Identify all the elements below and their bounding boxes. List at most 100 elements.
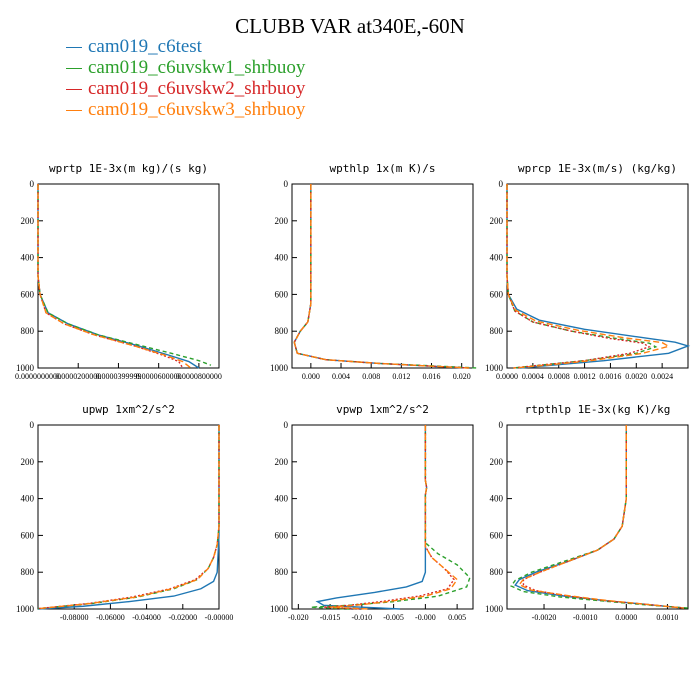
y-tick-label: 800 (490, 326, 504, 336)
series-line (293, 184, 470, 369)
x-tick-label: 0.012 (392, 372, 410, 381)
y-tick-label: 400 (490, 494, 504, 504)
x-tick-label: 0.000 (302, 372, 320, 381)
x-tick-label: -0.04000 (132, 613, 161, 622)
chart-panel: wprcp 1E-3x(m/s) (kg/kg) 0 200 400 600 800 100… (485, 162, 691, 381)
x-tick-label: 0.005 (448, 613, 466, 622)
y-tick-label: 1000 (270, 604, 289, 614)
legend-label: cam019_c6uvskw3_shrbuoy (88, 99, 306, 120)
y-tick-label: 0 (284, 420, 289, 430)
series-line (37, 184, 192, 369)
legend-line (66, 89, 82, 90)
plot-frame (506, 424, 689, 610)
y-tick-label: 800 (21, 326, 35, 336)
x-tick-label: -0.000 (415, 613, 436, 622)
y-tick-label: 1000 (270, 363, 289, 373)
x-tick-label: 0.004 (332, 372, 350, 381)
x-tick-label: -0.0010 (573, 613, 598, 622)
chart-title: rtpthlp 1E-3x(kg K)/kg (525, 403, 671, 416)
x-tick-label: -0.0020 (532, 613, 557, 622)
x-tick-label: 0.0010 (656, 613, 678, 622)
chart-panel: wprtp 1E-3x(m kg)/(s kg) 0 200 400 600 800 100… (15, 162, 222, 381)
y-tick-label: 600 (21, 530, 35, 540)
y-tick-label: 200 (490, 457, 504, 467)
y-tick-label: 600 (275, 530, 289, 540)
x-tick-label: 0.0004 (522, 372, 544, 381)
x-tick-label: 0.0020 (625, 372, 647, 381)
y-tick-label: 400 (490, 253, 504, 263)
y-tick-label: 400 (275, 253, 289, 263)
legend-label: cam019_c6test (88, 36, 202, 57)
series-line (506, 184, 651, 369)
y-tick-label: 0 (30, 179, 35, 189)
series-line (37, 425, 220, 610)
x-tick-label: 0.016 (423, 372, 441, 381)
series-line (315, 425, 428, 610)
x-tick-label: -0.010 (352, 613, 373, 622)
y-tick-label: 200 (275, 216, 289, 226)
y-tick-label: 0 (499, 420, 504, 430)
x-tick-label: 0.0000600000 (136, 372, 182, 381)
y-tick-label: 0 (284, 179, 289, 189)
x-tick-label: -0.02000 (168, 613, 197, 622)
series-line (514, 425, 684, 609)
x-tick-label: 0.0008 (548, 372, 570, 381)
y-tick-label: 1000 (16, 604, 35, 614)
series-line (506, 184, 671, 369)
series-line (293, 184, 470, 369)
series-line (522, 425, 684, 609)
x-tick-label: 0.0000000000 (15, 372, 61, 381)
y-tick-label: 1000 (16, 363, 35, 373)
x-tick-label: 0.0016 (599, 372, 621, 381)
y-tick-label: 800 (21, 567, 35, 577)
x-tick-label: 0.0012 (574, 372, 596, 381)
y-tick-label: 600 (275, 289, 289, 299)
x-tick-label: -0.08000 (60, 613, 89, 622)
x-tick-label: 0.020 (453, 372, 471, 381)
y-tick-label: 1000 (485, 363, 504, 373)
x-tick-label: -0.00000 (205, 613, 234, 622)
series-line (506, 184, 691, 369)
plot-frame (291, 183, 474, 369)
y-tick-label: 200 (275, 457, 289, 467)
y-tick-label: 200 (21, 457, 35, 467)
y-tick-label: 1000 (485, 604, 504, 614)
y-tick-label: 0 (30, 420, 35, 430)
legend-line (66, 47, 82, 48)
series-line (37, 425, 220, 610)
y-tick-label: 400 (21, 253, 35, 263)
chart-panel: vpwp 1xm^2/s^2 0 200 400 600 800 1000-0.020 -0.… (270, 403, 474, 622)
x-tick-label: 0.0024 (651, 372, 673, 381)
x-tick-label: -0.06000 (96, 613, 125, 622)
y-tick-label: 400 (275, 494, 289, 504)
x-tick-label: 0.008 (362, 372, 380, 381)
legend-line (66, 110, 82, 111)
y-tick-label: 600 (490, 289, 504, 299)
chart-title: vpwp 1xm^2/s^2 (336, 403, 429, 416)
y-tick-label: 600 (21, 289, 35, 299)
x-tick-label: 0.0000399999 (95, 372, 141, 381)
y-tick-label: 0 (499, 179, 504, 189)
series-line (518, 425, 684, 609)
series-line (510, 425, 689, 609)
legend-label: cam019_c6uvskw1_shrbuoy (88, 57, 306, 78)
chart-panel: rtpthlp 1E-3x(kg K)/kg 0 200 400 600 800 1000 -… (485, 403, 689, 622)
chart-title: upwp 1xm^2/s^2 (82, 403, 175, 416)
chart-title: wpthlp 1x(m K)/s (330, 162, 436, 175)
series-line (37, 184, 212, 366)
chart-panel: upwp 1xm^2/s^202004006008001000-0.08000-… (16, 403, 233, 622)
series-line (293, 184, 470, 369)
x-tick-label: 0.0000 (496, 372, 518, 381)
x-tick-label: 0.0000800000 (176, 372, 222, 381)
y-tick-label: 800 (490, 567, 504, 577)
chart-panel: wpthlp 1x(m K)/s 0 200 400 600 800 1000 0.000 0.… (270, 162, 477, 381)
y-tick-label: 600 (490, 530, 504, 540)
y-tick-label: 200 (490, 216, 504, 226)
series-line (330, 425, 459, 610)
x-tick-label: -0.015 (320, 613, 341, 622)
series-line (311, 425, 471, 610)
series-line (293, 184, 477, 369)
y-tick-label: 400 (21, 494, 35, 504)
x-tick-label: 0.0000200000 (55, 372, 101, 381)
